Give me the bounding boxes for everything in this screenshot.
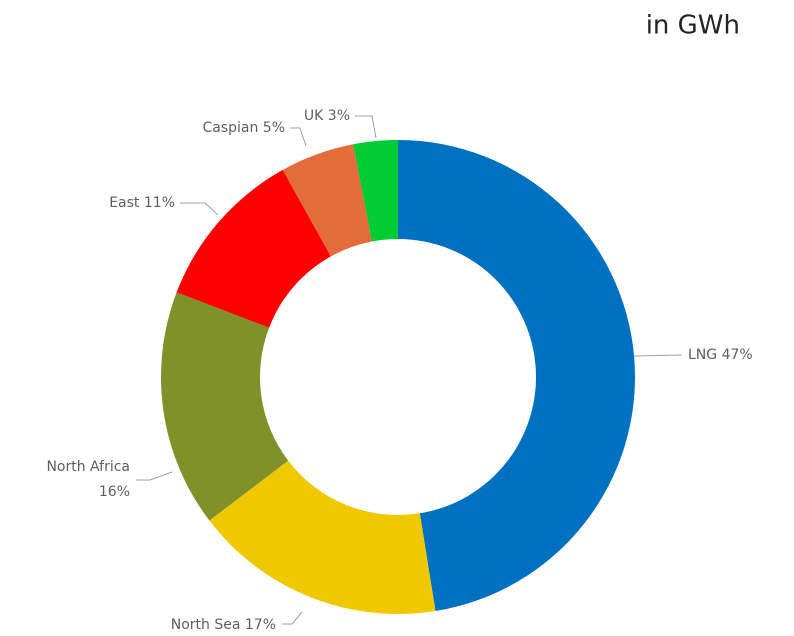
leader-line bbox=[282, 611, 303, 625]
slice bbox=[161, 292, 289, 521]
value-label: 17% bbox=[245, 617, 276, 633]
data-label: North Sea 17% bbox=[171, 617, 276, 633]
slice bbox=[209, 460, 436, 614]
data-label: LNG 47% bbox=[688, 347, 753, 363]
leader-line bbox=[290, 127, 307, 147]
value-label: 11% bbox=[144, 195, 175, 211]
category-label: LNG bbox=[688, 347, 717, 363]
slice bbox=[176, 169, 331, 328]
value-label: 3% bbox=[328, 108, 350, 124]
chart-title: in GWh bbox=[646, 11, 740, 41]
value-label: 47% bbox=[722, 347, 753, 363]
slice bbox=[282, 144, 372, 257]
data-label: UK 3% bbox=[304, 108, 350, 124]
value-label: 16% bbox=[99, 484, 130, 500]
slice bbox=[353, 140, 398, 242]
leader-line bbox=[355, 115, 377, 139]
category-label: North Africa bbox=[46, 459, 130, 475]
slice bbox=[398, 140, 635, 612]
category-label: UK bbox=[304, 108, 324, 124]
leader-line bbox=[633, 354, 683, 357]
category-label: East bbox=[109, 195, 140, 211]
value-label: 5% bbox=[263, 120, 285, 136]
leader-line bbox=[136, 471, 173, 481]
category-label: Caspian bbox=[202, 120, 258, 136]
category-label: North Sea bbox=[171, 617, 241, 633]
leader-line bbox=[180, 202, 219, 216]
data-label: Caspian 5% bbox=[202, 120, 285, 136]
data-label: East 11% bbox=[109, 195, 175, 211]
